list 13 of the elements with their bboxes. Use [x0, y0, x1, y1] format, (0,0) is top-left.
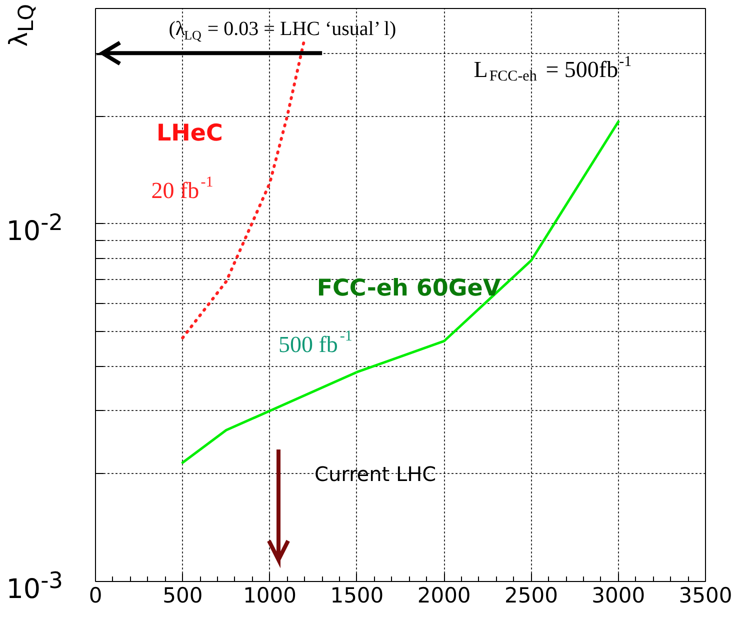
x-tick-label: 2500	[504, 584, 558, 608]
series-label: FCC-eh 60GeV	[316, 275, 501, 302]
x-tick-label: 1500	[330, 584, 384, 608]
ref-line-label: Current LHC	[314, 462, 436, 486]
text: LHeC	[156, 120, 223, 146]
x-tick-label: 3000	[592, 584, 646, 608]
x-tick-label: 2000	[417, 584, 471, 608]
x-tick-label: 1000	[243, 584, 297, 608]
x-tick-label: 3500	[678, 584, 732, 608]
x-tick-label: 0	[88, 584, 102, 608]
y-tick-label: 10$^{-2}$	[6, 209, 63, 250]
x-tick-label: 500	[162, 584, 203, 608]
y-tick-label: 10$^{-3}$	[6, 567, 63, 607]
